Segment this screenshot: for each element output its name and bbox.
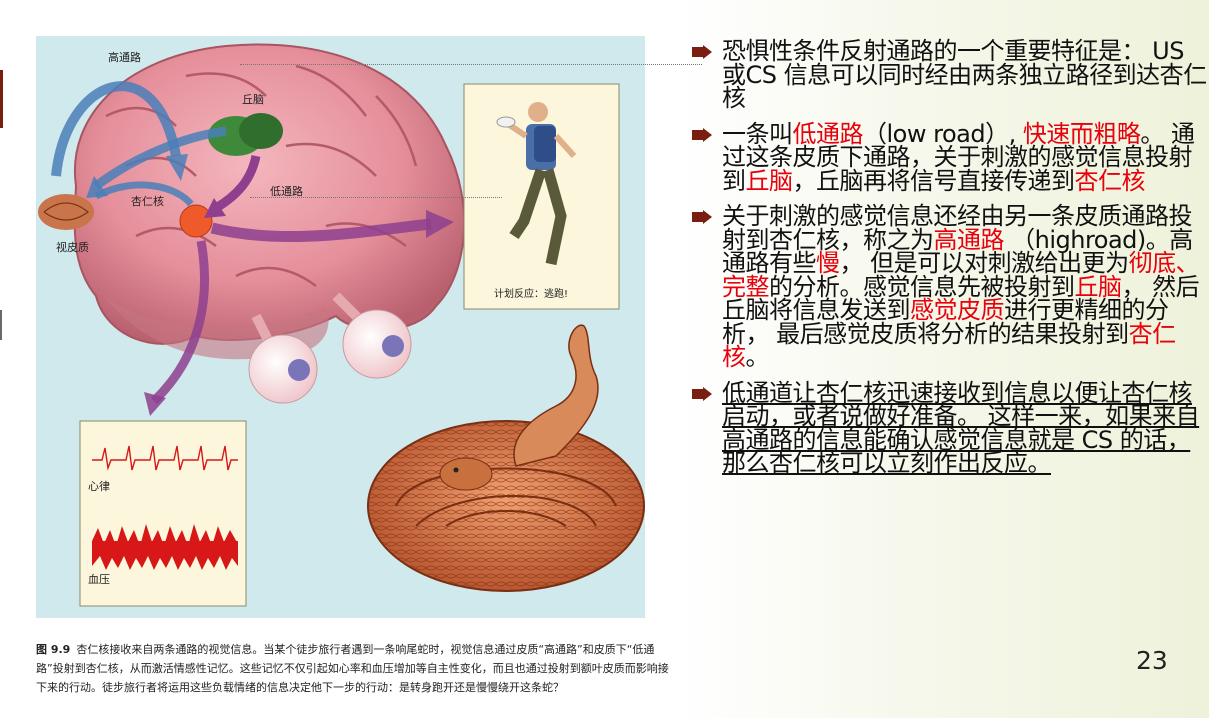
heart-rate-trace [92,445,238,471]
caption-text: 杏仁核接收来自两条通路的视觉信息。当某个徒步旅行者遇到一条响尾蛇时，视觉信息通过… [36,643,669,694]
bullet-2-text: 一条叫 [722,119,793,148]
emph-amygdala: 杏仁核 [722,319,1176,371]
bullet-3-text: ， 然后丘脑将信息发送到 [722,272,1200,324]
bullet-3: 关于刺激的感觉信息还经由另一条皮质通路投射到杏仁核，称之为高通路 （highro… [692,202,1207,371]
emph-fast-rough: 快速而粗略 [1022,119,1141,148]
rattlesnake [367,324,645,592]
bullet-2: 一条叫低通路（low road）, 快速而粗略。 通过这条皮质下通路，关于刺激的… [692,119,1207,195]
bullet-2-text: （low road）, [863,119,1023,148]
label-amygdala: 杏仁核 [131,195,164,208]
arrow-bullet-icon [692,386,712,401]
eyes [248,292,412,404]
bullet-2-text: ，丘脑再将信号直接传递到 [792,166,1076,195]
bullet-3-text: 的分析。感觉信息先被投射到 [769,272,1075,301]
emph-low-road: 低通路 [792,119,864,148]
hiker-figure [496,102,577,266]
left-edge-mark [0,70,3,128]
emph-slow: 慢 [816,249,840,277]
thalamus [208,113,283,156]
amygdala-pathway-figure: 高通路 丘脑 杏仁核 低通路 视皮质 计划反应：逃跑! 心律 血压 [36,36,645,618]
emph-sensory-cortex: 感觉皮质 [910,296,1005,324]
bullet-list: 恐惧性条件反射通路的一个重要特征是： US 或CS 信息可以同时经由两条独立路径… [692,37,1207,488]
label-blood-pressure: 血压 [88,573,110,586]
bullet-3-text: （highroad)。高通路有些 [722,225,1193,277]
bullet-1-text: 恐惧性条件反射通路的一个重要特征是： US 或CS 信息可以同时经由两条独立路径… [722,37,1207,112]
bullet-3-text: 进行更精细的分析， 最后感觉皮质将分析的结果投射到 [722,296,1169,348]
label-visual-cortex: 视皮质 [56,241,89,254]
high-road-arrow [51,81,181,177]
leader-line-low-road [250,197,502,198]
low-road-arrow [213,154,261,212]
bullet-1: 恐惧性条件反射通路的一个重要特征是： US 或CS 信息可以同时经由两条独立路径… [692,37,1207,112]
emph-thalamus: 丘脑 [745,166,794,195]
figure-illustration [38,43,645,607]
left-edge [0,0,6,718]
bullet-4: 低通道让杏仁核迅速接收到信息以便让杏仁核启动，或者说做好准备。 这样一来，如果来… [692,378,1207,477]
emph-high-road: 高通路 [933,225,1005,254]
bullet-4-text: 低通道让杏仁核迅速接收到信息以便让杏仁核启动，或者说做好准备。 这样一来，如果来… [722,378,1200,477]
bullet-3-text: 。 [745,343,770,371]
emph-thorough: 彻底、完整 [722,249,1200,301]
frontal-output-arrow [210,218,432,243]
label-low-road: 低通路 [270,185,303,198]
bullet-3-text: 关于刺激的感觉信息还经由另一条皮质通路投射到杏仁核，称之为 [722,202,1193,254]
page-number: 23 [1136,646,1168,675]
figure-caption: 图 9.9 杏仁核接收来自两条通路的视觉信息。当某个徒步旅行者遇到一条响尾蛇时，视… [36,640,676,697]
label-high-road: 高通路 [108,51,141,64]
hiker-panel [463,83,620,310]
caption-number: 图 9.9 [36,643,71,656]
leader-line-thalamus [240,64,702,65]
label-plan-response: 计划反应：逃跑! [494,289,569,300]
left-edge-mark-2 [0,310,2,340]
arrow-bullet-icon [692,45,712,59]
visual-cortex [38,194,94,230]
bullet-2-text: 。 通过这条皮质下通路，关于刺激的感觉信息投射到 [722,119,1195,195]
arrow-bullet-icon [692,210,712,224]
arrow-bullet-icon [692,127,712,142]
emph-amygdala: 杏仁核 [1074,166,1146,195]
bullet-3-text: ， 但是可以对刺激给出更为 [839,249,1130,277]
emph-thalamus: 丘脑 [1074,272,1123,301]
autonomic-output-arrow [150,240,210,405]
label-thalamus: 丘脑 [242,93,264,106]
label-heart-rate: 心律 [88,480,110,493]
amygdala [179,204,213,238]
autonomic-graph-panel [79,420,247,607]
